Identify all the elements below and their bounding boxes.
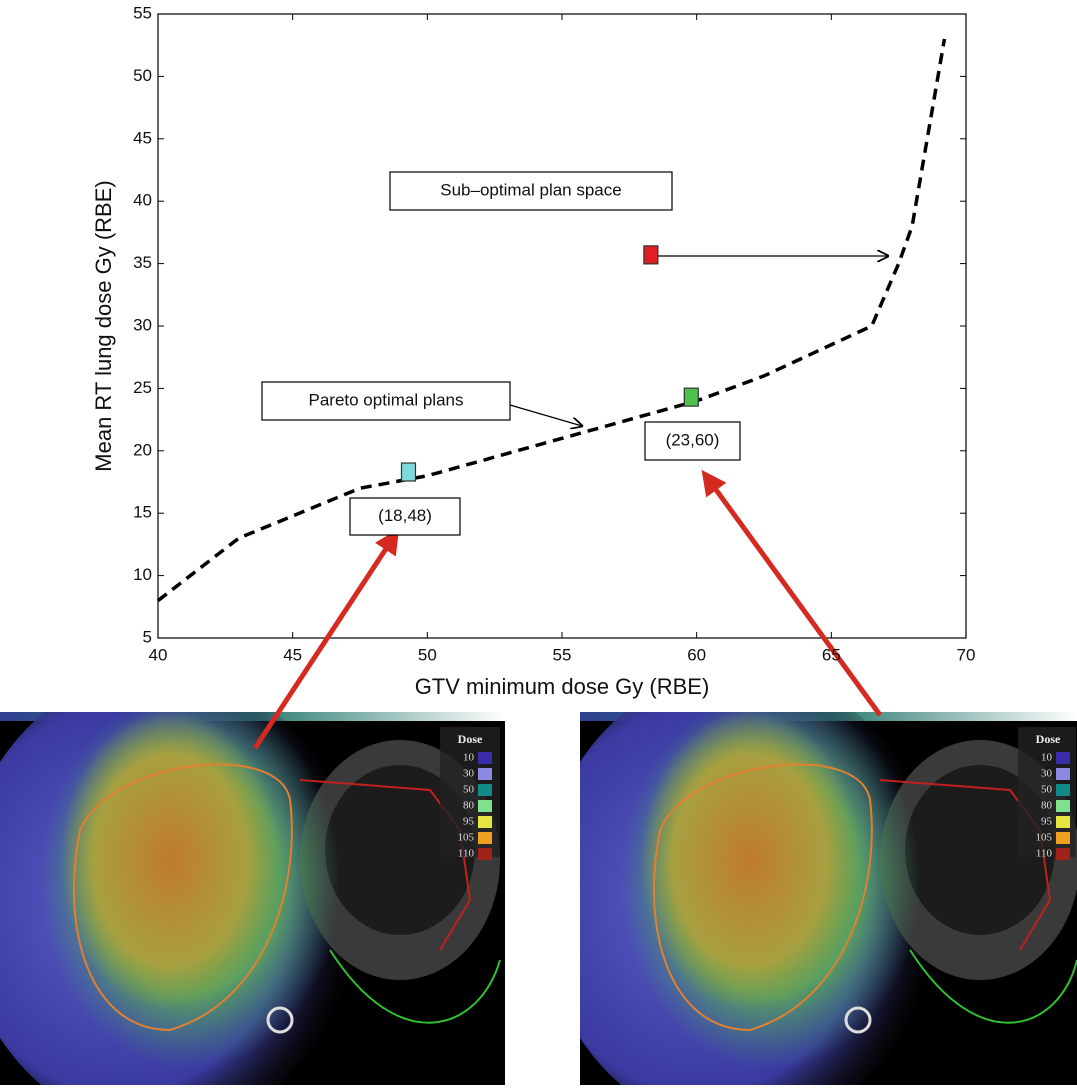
legend-swatch — [1056, 752, 1070, 764]
x-axis-label: GTV minimum dose Gy (RBE) — [415, 674, 710, 699]
legend-label: 110 — [458, 848, 475, 860]
legend-swatch — [1056, 832, 1070, 844]
legend-label: 110 — [1036, 848, 1053, 860]
legend-label: 80 — [1041, 800, 1053, 812]
arrow — [509, 404, 582, 426]
legend-swatch — [478, 784, 492, 796]
x-tick-label: 65 — [822, 645, 841, 664]
plan-marker — [683, 387, 699, 407]
legend-label: 105 — [458, 832, 475, 844]
annotation-box — [261, 381, 511, 421]
annotation-box — [349, 497, 461, 536]
legend-title: Dose — [1036, 732, 1061, 746]
y-tick-label: 20 — [133, 440, 152, 459]
legend-label: 80 — [463, 800, 475, 812]
annotation-box — [644, 421, 741, 461]
annotation-box — [389, 171, 673, 211]
pareto-curve — [156, 38, 947, 602]
annotation: (23,60) — [666, 430, 720, 449]
legend-label: 95 — [1041, 816, 1053, 828]
x-tick-label: 70 — [957, 645, 976, 664]
y-tick-label: 50 — [133, 66, 152, 85]
y-tick-label: 30 — [133, 315, 152, 334]
y-tick-label: 15 — [133, 503, 152, 522]
x-tick-label: 40 — [149, 645, 168, 664]
legend-label: 30 — [463, 768, 475, 780]
y-tick-label: 45 — [133, 128, 152, 147]
plan-marker — [643, 245, 659, 265]
legend-swatch — [1056, 848, 1070, 860]
y-axis-label: Mean RT lung dose Gy (RBE) — [91, 180, 116, 471]
dose-image — [580, 712, 1077, 1085]
x-tick-label: 55 — [553, 645, 572, 664]
plan-marker — [400, 462, 417, 482]
legend-swatch — [1056, 768, 1070, 780]
x-tick-label: 50 — [418, 645, 437, 664]
y-tick-label: 55 — [133, 3, 152, 22]
legend-swatch — [478, 752, 492, 764]
x-tick-label: 45 — [283, 645, 302, 664]
legend-title: Dose — [458, 732, 483, 746]
annotation: (18,48) — [378, 506, 432, 525]
legend-swatch — [478, 848, 492, 860]
legend-label: 30 — [1041, 768, 1053, 780]
legend-label: 10 — [463, 752, 475, 764]
legend-swatch — [1056, 784, 1070, 796]
legend-swatch — [478, 832, 492, 844]
legend-swatch — [478, 816, 492, 828]
x-tick-label: 60 — [687, 645, 706, 664]
legend-swatch — [1056, 800, 1070, 812]
dose-image — [0, 712, 505, 1085]
legend-label: 105 — [1036, 832, 1053, 844]
annotation: Sub–optimal plan space — [440, 180, 621, 199]
y-tick-label: 10 — [133, 565, 152, 584]
red-arrow — [252, 528, 400, 750]
y-tick-label: 5 — [143, 627, 152, 646]
y-tick-label: 40 — [133, 191, 152, 210]
legend-swatch — [478, 768, 492, 780]
legend-swatch — [1056, 816, 1070, 828]
legend-label: 50 — [1041, 784, 1053, 796]
annotation: Pareto optimal plans — [309, 390, 464, 409]
legend-label: 10 — [1041, 752, 1053, 764]
y-tick-label: 35 — [133, 253, 152, 272]
red-arrow — [701, 469, 883, 717]
legend-label: 95 — [463, 816, 475, 828]
legend-label: 50 — [463, 784, 475, 796]
y-tick-label: 25 — [133, 378, 152, 397]
plot-frame — [157, 13, 967, 639]
legend-swatch — [478, 800, 492, 812]
